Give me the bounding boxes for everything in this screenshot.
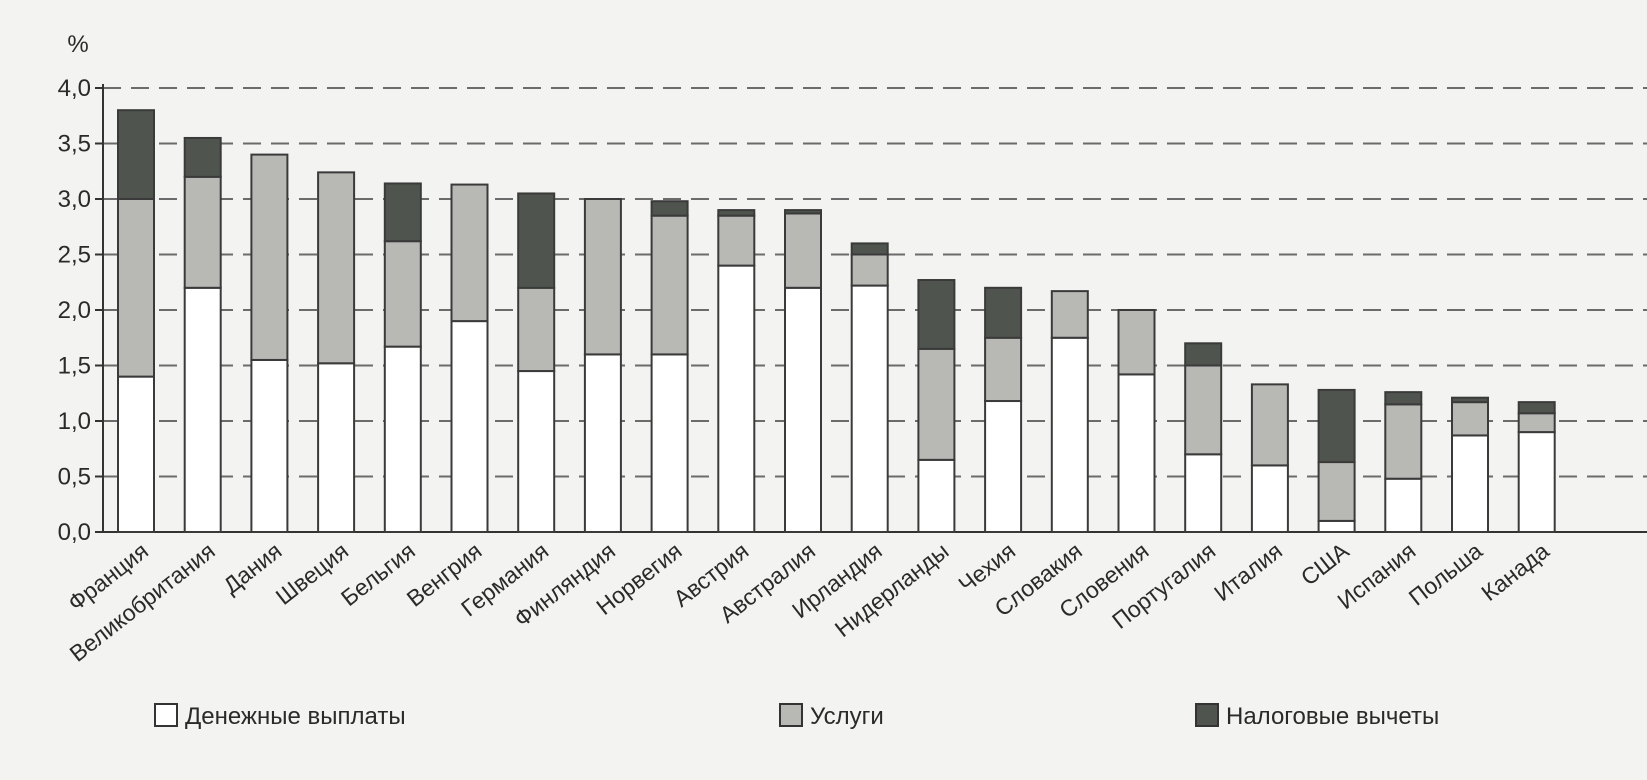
bar-segment xyxy=(1317,388,1356,464)
y-axis-label: % xyxy=(67,31,88,58)
bar-segment xyxy=(450,183,489,323)
bar-segment xyxy=(317,171,356,365)
bar-segment xyxy=(1117,373,1156,533)
bar-segment xyxy=(717,209,756,217)
y-tick-label: 2,0 xyxy=(58,297,91,324)
y-tick-label: 0,0 xyxy=(58,519,91,546)
legend-label: Денежные выплаты xyxy=(185,703,406,730)
bar-segment xyxy=(117,375,155,533)
bar-segment xyxy=(784,286,822,533)
bar-segment xyxy=(383,240,422,348)
bar-segment xyxy=(1384,403,1423,480)
bar-segment xyxy=(717,264,756,533)
bar-segment xyxy=(1451,396,1489,404)
bar-segment xyxy=(383,345,422,533)
bar-segment xyxy=(984,286,1023,339)
bar-segment xyxy=(317,362,356,533)
bar-segment xyxy=(183,286,222,533)
bar-segment xyxy=(784,212,822,289)
bar-segment xyxy=(1517,431,1556,534)
legend-label: Налоговые вычеты xyxy=(1226,703,1439,730)
category-label: Нидерланды xyxy=(830,537,954,642)
bars xyxy=(117,109,1556,534)
bar-segment xyxy=(117,109,155,200)
bar-segment xyxy=(1451,434,1489,533)
bar-segment xyxy=(383,182,422,243)
y-tick-label: 3,5 xyxy=(58,131,91,158)
bar-segment xyxy=(517,370,556,533)
bar-segment xyxy=(917,347,956,461)
bar-segment xyxy=(583,198,622,356)
bar-segment xyxy=(183,175,222,289)
y-tick-label: 1,5 xyxy=(58,353,91,380)
bar-segment xyxy=(1117,309,1156,376)
y-tick-label: 3,0 xyxy=(58,186,91,213)
bar-segment xyxy=(917,279,956,350)
bar-segment xyxy=(517,192,556,289)
bar-segment xyxy=(850,284,889,533)
bar-segment xyxy=(1184,342,1223,367)
bar-segment xyxy=(1384,391,1423,406)
bar-segment xyxy=(850,242,889,256)
bar-segment xyxy=(517,286,556,373)
bar-segment xyxy=(1451,401,1489,437)
bar-segment xyxy=(650,200,689,217)
legend-label: Услуги xyxy=(810,703,884,730)
y-tick-label: 2,5 xyxy=(58,242,91,269)
bar-segment xyxy=(1384,477,1423,533)
bar-segment xyxy=(650,214,689,356)
bar-segment xyxy=(717,214,756,267)
bar-segment xyxy=(850,253,889,287)
category-label: Швеция xyxy=(271,537,353,609)
bar-segment xyxy=(1517,412,1556,434)
bar-segment xyxy=(250,153,289,361)
legend-swatch xyxy=(1195,703,1219,727)
bar-segment xyxy=(1050,336,1089,533)
bar-segment xyxy=(1517,401,1556,415)
y-tick-label: 1,0 xyxy=(58,408,91,435)
legend-swatch xyxy=(779,703,803,727)
bar-segment xyxy=(1317,461,1356,522)
bar-segment xyxy=(583,353,622,533)
y-tick-label: 4,0 xyxy=(58,75,91,102)
bar-segment xyxy=(183,136,222,178)
bar-segment xyxy=(650,353,689,533)
bar-segment xyxy=(784,209,822,215)
bar-segment xyxy=(450,320,489,533)
legend: Денежные выплаты Услуги Налоговые вычеты xyxy=(154,703,1439,730)
bar-segment xyxy=(917,458,956,534)
bar-segment xyxy=(984,400,1023,533)
bar-segment xyxy=(984,336,1023,403)
category-label: Бельгия xyxy=(336,537,420,611)
bar-segment xyxy=(1250,464,1289,533)
legend-swatch xyxy=(154,703,178,727)
bar-segment xyxy=(1184,453,1223,533)
category-label: Польша xyxy=(1404,537,1488,610)
bar-segment xyxy=(1317,519,1356,534)
bar-segment xyxy=(1250,383,1289,467)
bar-segment xyxy=(1050,290,1089,339)
y-tick-label: 0,5 xyxy=(58,464,91,491)
bar-segment xyxy=(117,198,155,378)
category-label: Италия xyxy=(1209,537,1287,606)
bar-segment xyxy=(1184,364,1223,456)
category-labels: ФранцияВеликобританияДанияШвецияБельгияВ… xyxy=(63,537,1554,667)
category-label: Канада xyxy=(1476,537,1554,606)
bar-segment xyxy=(250,358,289,534)
